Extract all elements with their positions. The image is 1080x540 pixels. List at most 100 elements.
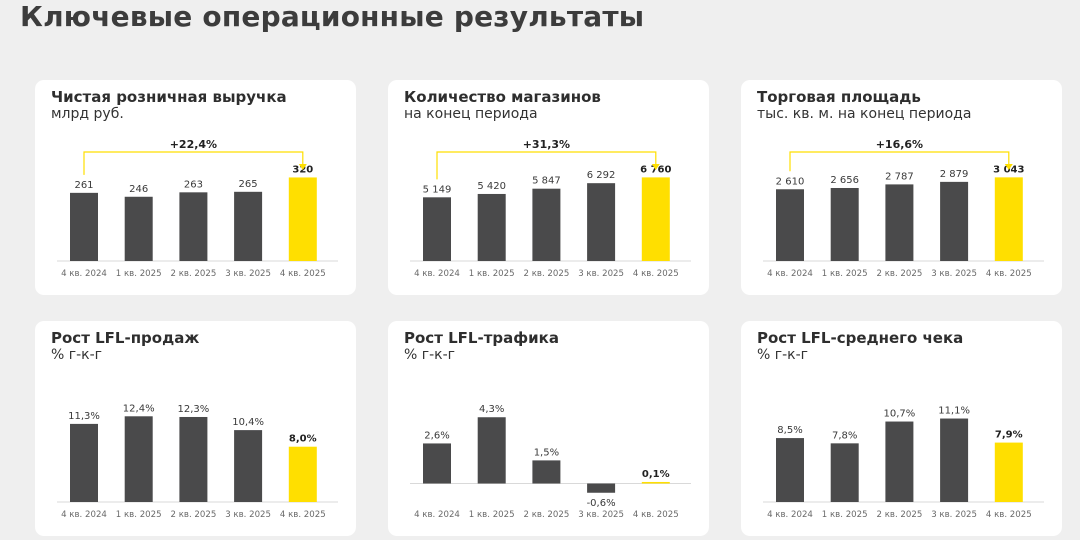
bar-value-label: 2 787 xyxy=(885,171,914,182)
bar-value-label: 261 xyxy=(74,180,93,191)
card-subtitle: на конец периода xyxy=(404,106,538,122)
bar-value-label: 12,3% xyxy=(178,404,210,415)
bar xyxy=(641,177,670,261)
revenue-card: Чистая розничная выручка млрд руб. 261 4 … xyxy=(35,80,356,295)
x-tick-label: 3 кв. 2025 xyxy=(931,269,977,279)
bar-value-label: 1,5% xyxy=(534,447,559,458)
x-tick-label: 4 кв. 2024 xyxy=(61,269,107,279)
x-tick-label: 3 кв. 2025 xyxy=(931,510,977,520)
x-tick-label: 4 кв. 2024 xyxy=(767,269,813,279)
bar-value-label: 11,3% xyxy=(68,411,100,422)
bar-value-label: 5 420 xyxy=(477,181,506,192)
bar xyxy=(423,197,451,261)
growth-arrow-head xyxy=(651,164,660,170)
card-subtitle: % г-к-г xyxy=(404,347,456,363)
bar-value-label: 263 xyxy=(184,179,203,190)
x-tick-label: 2 кв. 2025 xyxy=(524,510,570,520)
x-tick-label: 4 кв. 2025 xyxy=(280,269,326,279)
bar xyxy=(940,181,969,261)
bar-value-label: 2 610 xyxy=(776,176,805,187)
bar-value-label: -0,6% xyxy=(587,498,616,509)
bar-value-label: 2,6% xyxy=(424,430,449,441)
card-title: Рост LFL-трафика xyxy=(404,329,559,347)
x-tick-label: 1 кв. 2025 xyxy=(822,510,868,520)
lfl-avg-ticket-card: Рост LFL-среднего чека % г-к-г 8,5% 4 кв.… xyxy=(741,321,1062,536)
x-tick-label: 4 кв. 2024 xyxy=(61,510,107,520)
x-tick-label: 1 кв. 2025 xyxy=(469,510,515,520)
bar xyxy=(830,443,859,502)
bar-value-label: 5 847 xyxy=(532,176,561,187)
x-tick-label: 4 кв. 2024 xyxy=(414,269,460,279)
x-tick-label: 3 кв. 2025 xyxy=(578,269,624,279)
x-tick-label: 4 кв. 2025 xyxy=(633,510,679,520)
bar-value-label: 246 xyxy=(129,184,148,195)
growth-label: +16,6% xyxy=(876,138,923,151)
x-tick-label: 2 кв. 2025 xyxy=(877,269,923,279)
bar-value-label: 2 656 xyxy=(830,175,859,186)
card-subtitle: % г-к-г xyxy=(51,347,103,363)
bar xyxy=(234,191,263,261)
revenue-chart: 261 4 кв. 2024 246 1 кв. 2025 263 2 кв. 2025 2… xyxy=(57,138,338,279)
stores-card: Количество магазинов на конец периода 5 … xyxy=(388,80,709,295)
x-tick-label: 1 кв. 2025 xyxy=(116,510,162,520)
card-subtitle: % г-к-г xyxy=(757,347,809,363)
bar-value-label: 8,5% xyxy=(777,425,802,436)
growth-arrow-line xyxy=(436,151,657,180)
bar-value-label: 10,7% xyxy=(884,409,916,420)
bar xyxy=(587,483,616,493)
x-tick-label: 4 кв. 2024 xyxy=(767,510,813,520)
lfl-traffic-card: Рост LFL-трафика % г-к-г 2,6% 4 кв. 2024 4… xyxy=(388,321,709,536)
card-title: Чистая розничная выручка xyxy=(51,88,287,106)
bar xyxy=(124,196,153,261)
bar-value-label: 0,1% xyxy=(642,469,670,480)
x-tick-label: 4 кв. 2025 xyxy=(986,510,1032,520)
x-tick-label: 3 кв. 2025 xyxy=(578,510,624,520)
bar xyxy=(776,189,804,261)
bar xyxy=(830,187,859,261)
card-subtitle: млрд руб. xyxy=(51,106,124,122)
growth-label: +22,4% xyxy=(170,138,217,151)
bar xyxy=(940,418,969,502)
card-title: Рост LFL-продаж xyxy=(51,329,200,347)
bar-value-label: 11,1% xyxy=(938,406,970,417)
bar xyxy=(532,188,561,261)
bar xyxy=(477,417,506,484)
bar xyxy=(288,177,317,261)
card-subtitle: тыс. кв. м. на конец периода xyxy=(757,106,972,122)
bar-value-label: 7,9% xyxy=(995,430,1023,441)
stores-chart: 5 149 4 кв. 2024 5 420 1 кв. 2025 5 847 2 кв.… xyxy=(410,138,691,279)
bar xyxy=(179,192,208,261)
bar-value-label: 7,8% xyxy=(832,430,857,441)
bar xyxy=(124,416,153,502)
bar xyxy=(641,481,670,484)
lfl-sales-card: Рост LFL-продаж % г-к-г 11,3% 4 кв. 2024 1… xyxy=(35,321,356,536)
bar-value-label: 4,3% xyxy=(479,404,504,415)
bar-value-label: 6 292 xyxy=(587,170,616,181)
growth-arrow-head xyxy=(1004,164,1013,170)
lfl-avg-ticket-chart: 8,5% 4 кв. 2024 7,8% 1 кв. 2025 10,7% 2 кв. 2… xyxy=(763,406,1044,520)
bar xyxy=(70,192,98,261)
lfl-sales-chart: 11,3% 4 кв. 2024 12,4% 1 кв. 2025 12,3% 2 кв.… xyxy=(57,403,338,520)
bar xyxy=(532,460,561,484)
bar xyxy=(423,443,451,484)
x-tick-label: 4 кв. 2025 xyxy=(633,269,679,279)
growth-label: +31,3% xyxy=(523,138,570,151)
lfl-traffic-chart: 2,6% 4 кв. 2024 4,3% 1 кв. 2025 1,5% 2 кв. 20… xyxy=(410,404,691,520)
growth-arrow-line xyxy=(83,151,304,175)
bar xyxy=(288,446,317,502)
bar xyxy=(994,177,1023,261)
card-title: Рост LFL-среднего чека xyxy=(757,329,964,347)
x-tick-label: 4 кв. 2025 xyxy=(986,269,1032,279)
growth-arrow-line xyxy=(789,151,1010,172)
bar xyxy=(587,183,616,261)
bar-value-label: 12,4% xyxy=(123,403,155,414)
bar xyxy=(994,442,1023,502)
x-tick-label: 4 кв. 2024 xyxy=(414,510,460,520)
bar-value-label: 5 149 xyxy=(423,184,452,195)
bar xyxy=(477,193,506,261)
x-tick-label: 3 кв. 2025 xyxy=(225,510,271,520)
x-tick-label: 1 кв. 2025 xyxy=(469,269,515,279)
x-tick-label: 3 кв. 2025 xyxy=(225,269,271,279)
selling-space-chart: 2 610 4 кв. 2024 2 656 1 кв. 2025 2 787 2 кв.… xyxy=(763,138,1044,279)
card-title: Торговая площадь xyxy=(757,88,921,106)
